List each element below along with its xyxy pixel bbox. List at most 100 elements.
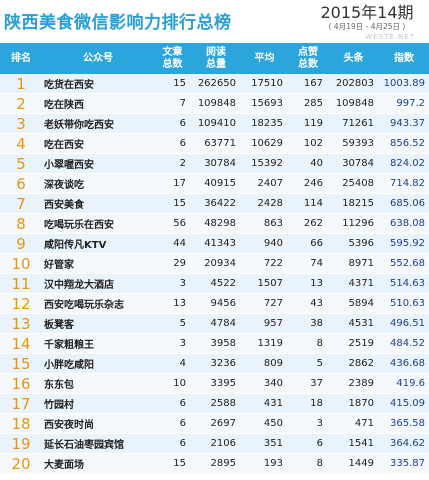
account-name: 竹园村 [42, 393, 154, 414]
rank-cell: 10 [0, 253, 42, 274]
headline-reads: 18215 [328, 193, 379, 214]
rank-cell: 19 [0, 433, 42, 454]
articles-count: 13 [154, 293, 191, 314]
reads-average: 15693 [241, 93, 288, 114]
rank-cell: 16 [0, 373, 42, 394]
account-name: 西安夜时尚 [42, 413, 154, 434]
reads-average: 1507 [241, 273, 288, 294]
rank-cell: 18 [0, 413, 42, 434]
reads-total: 63771 [191, 133, 241, 154]
account-name: 深夜谈吃 [42, 173, 154, 194]
headline-reads: 71261 [328, 113, 379, 134]
rank-cell: 3 [0, 113, 42, 134]
influence-index: 685.06 [379, 193, 429, 214]
headline-reads: 2389 [328, 373, 379, 394]
influence-index: 415.09 [379, 393, 429, 414]
articles-count: 15 [154, 453, 191, 474]
reads-total: 40915 [191, 173, 241, 194]
column-header-reads: 阅读 总量 [191, 43, 241, 74]
influence-index: 510.63 [379, 293, 429, 314]
headline-reads: 30784 [328, 153, 379, 174]
rank-cell: 7 [0, 193, 42, 214]
rank-cell: 1 [0, 74, 42, 94]
likes-count: 114 [288, 193, 328, 214]
table-row: 5 小翠喔西安 2 30784 15392 40 30784 824.02 [0, 153, 429, 174]
reads-average: 957 [241, 313, 288, 334]
column-header-line2: 总量 [206, 58, 226, 70]
likes-count: 13 [288, 273, 328, 294]
account-name: 大麦面场 [42, 453, 154, 474]
reads-total: 4522 [191, 273, 241, 294]
page-title: 陕西美食微信影响力排行总榜 [4, 13, 232, 33]
influence-index: 514.63 [379, 273, 429, 294]
table-row: 17 竹园村 6 2588 431 18 1870 415.09 [0, 393, 429, 414]
rank-cell: 15 [0, 353, 42, 374]
reads-total: 262650 [191, 74, 241, 94]
account-name: 延长石油枣园宾馆 [42, 433, 154, 454]
column-header-articles: 文章 总数 [154, 43, 191, 74]
column-header-line1: 头条 [343, 52, 364, 64]
header: 陕西美食微信影响力排行总榜 2015年14期 ( 4月19日 - 4月25日 )… [0, 0, 429, 42]
table-row: 4 吃在西安 6 63771 10629 102 59393 856.52 [0, 133, 429, 154]
table-row: 14 千家粗粮王 3 3958 1319 8 2519 484.52 [0, 333, 429, 354]
influence-index: 496.51 [379, 313, 429, 334]
headline-reads: 4371 [328, 273, 379, 294]
influence-index: 419.6 [379, 373, 429, 394]
reads-total: 3958 [191, 333, 241, 354]
influence-index: 943.37 [379, 113, 429, 134]
reads-average: 863 [241, 213, 288, 234]
reads-average: 18235 [241, 113, 288, 134]
account-name: 西安吃喝玩乐杂志 [42, 293, 154, 314]
reads-average: 17510 [241, 74, 288, 94]
reads-average: 340 [241, 373, 288, 394]
reads-average: 809 [241, 353, 288, 374]
articles-count: 6 [154, 133, 191, 154]
articles-count: 6 [154, 413, 191, 434]
account-name: 东东包 [42, 373, 154, 394]
reads-average: 727 [241, 293, 288, 314]
table-row: 7 西安美食 15 36422 2428 114 18215 685.06 [0, 193, 429, 214]
reads-average: 193 [241, 453, 288, 474]
headline-reads: 471 [328, 413, 379, 434]
table-row: 13 板凳客 5 4784 957 38 4531 496.51 [0, 313, 429, 334]
column-header-index: 指数 [379, 43, 429, 74]
influence-index: 364.62 [379, 433, 429, 454]
articles-count: 44 [154, 233, 191, 254]
table-header-row: 排名 公众号 文章 总数 阅读 总量 平均 点赞 总数 头条 指数 [0, 43, 429, 74]
headline-reads: 11296 [328, 213, 379, 234]
rank-cell: 13 [0, 313, 42, 334]
column-header-line2: 总数 [298, 58, 318, 70]
column-header-line1: 排名 [11, 52, 31, 64]
table-row: 2 吃在陕西 7 109848 15693 285 109848 997.2 [0, 93, 429, 114]
reads-average: 351 [241, 433, 288, 454]
column-header-line1: 文章 [162, 46, 183, 58]
articles-count: 3 [154, 333, 191, 354]
table-row: 9 咸阳传凡KTV 44 41343 940 66 5396 595.92 [0, 233, 429, 254]
influence-index: 335.87 [379, 453, 429, 474]
table-row: 8 吃喝玩乐在西安 56 48298 863 262 11296 638.08 [0, 213, 429, 234]
reads-total: 20934 [191, 253, 241, 274]
reads-average: 2407 [241, 173, 288, 194]
reads-average: 940 [241, 233, 288, 254]
reads-average: 431 [241, 393, 288, 414]
table-row: 19 延长石油枣园宾馆 6 2106 351 6 1541 364.62 [0, 433, 429, 454]
headline-reads: 1870 [328, 393, 379, 414]
column-header-average: 平均 [241, 43, 288, 74]
likes-count: 119 [288, 113, 328, 134]
articles-count: 6 [154, 393, 191, 414]
reads-total: 109410 [191, 113, 241, 134]
date-range: ( 4月19日 - 4月25日 ) [328, 22, 406, 31]
headline-reads: 1541 [328, 433, 379, 454]
table-row: 11 汉中翔龙大酒店 3 4522 1507 13 4371 514.63 [0, 273, 429, 294]
articles-count: 2 [154, 153, 191, 174]
likes-count: 6 [288, 433, 328, 454]
headline-reads: 25408 [328, 173, 379, 194]
likes-count: 18 [288, 393, 328, 414]
reads-average: 2428 [241, 193, 288, 214]
headline-reads: 59393 [328, 133, 379, 154]
influence-index: 595.92 [379, 233, 429, 254]
column-header-headline: 头条 [328, 43, 379, 74]
table-row: 20 大麦面场 15 2895 193 8 1449 335.87 [0, 453, 429, 474]
rank-cell: 20 [0, 453, 42, 474]
rank-cell: 12 [0, 293, 42, 314]
